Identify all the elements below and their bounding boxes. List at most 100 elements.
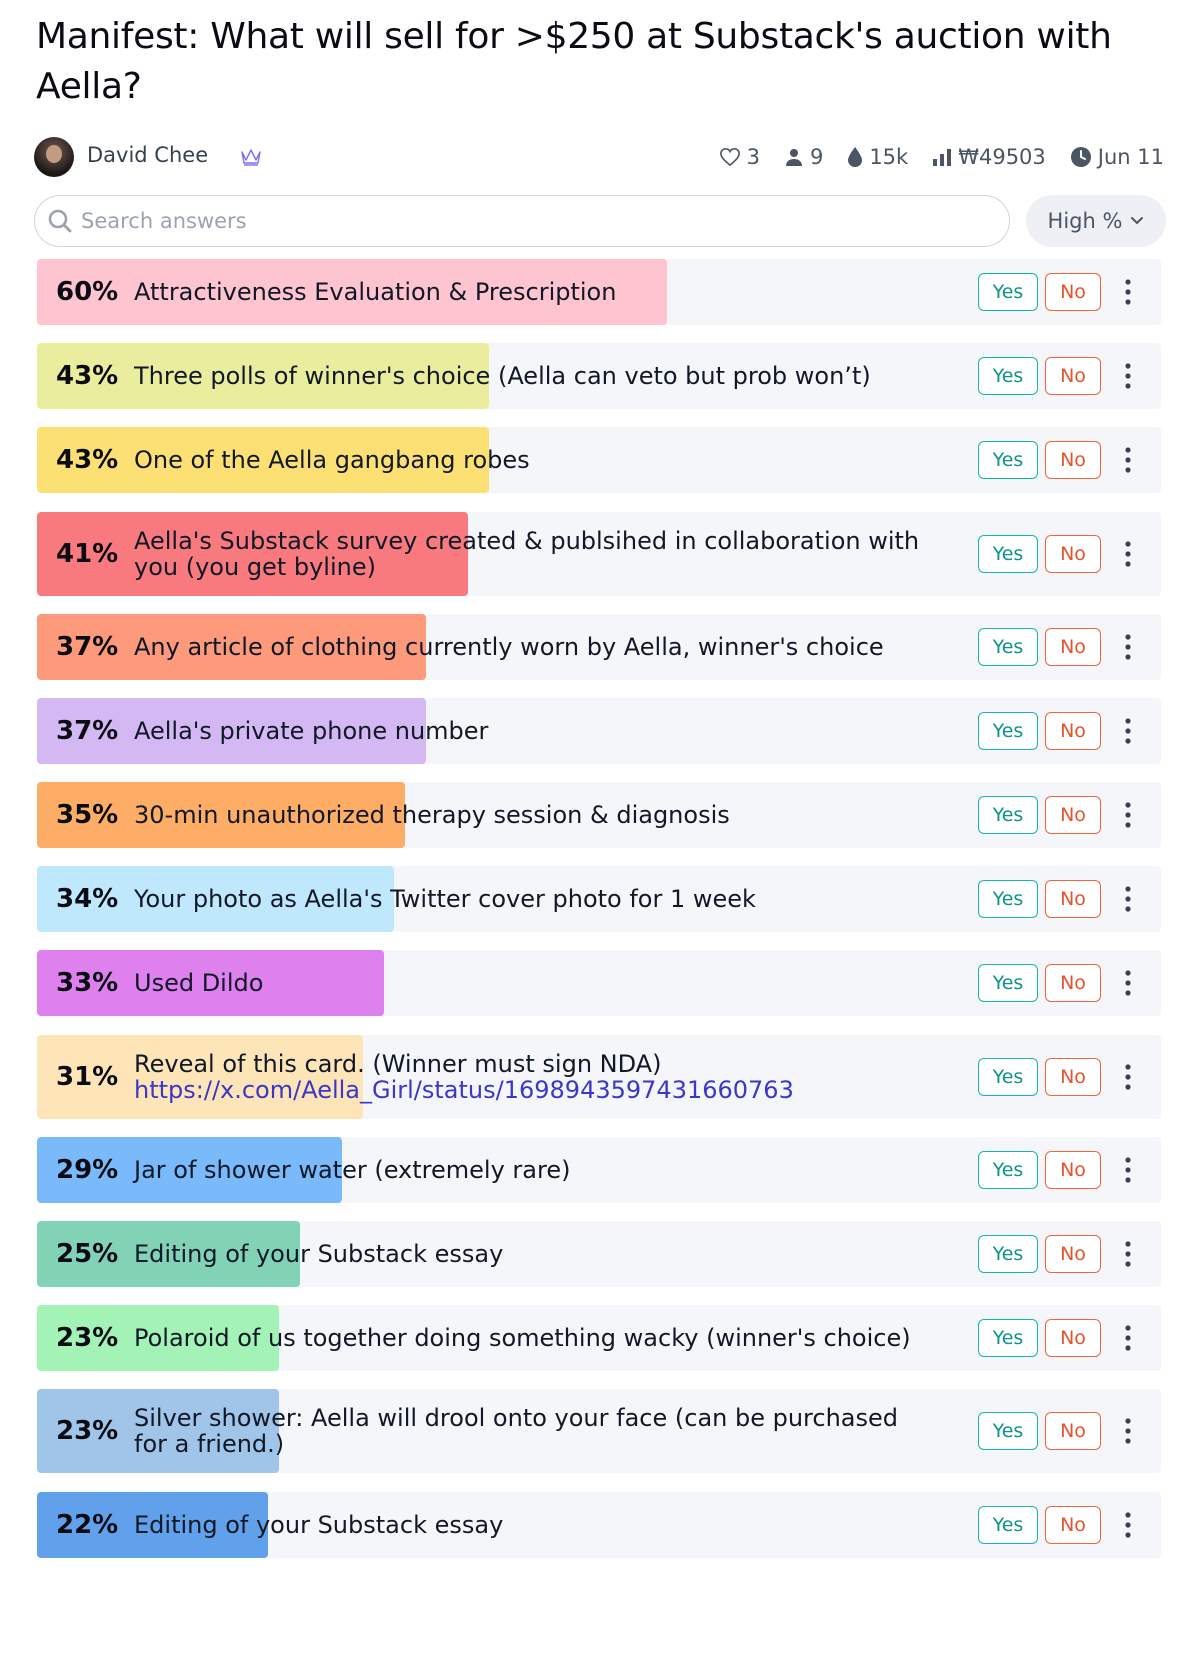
- probability-bar: [37, 343, 489, 409]
- answer-text: Aella's Substack survey created & publsi…: [134, 527, 920, 581]
- answer-probability: 60%: [56, 277, 119, 307]
- more-options-icon[interactable]: [1123, 361, 1133, 391]
- yes-button[interactable]: Yes: [978, 1058, 1038, 1096]
- answer-probability: 33%: [56, 968, 119, 998]
- yes-button[interactable]: Yes: [978, 273, 1038, 311]
- answer-text-block: Your photo as Aella's Twitter cover phot…: [134, 866, 931, 932]
- no-button[interactable]: No: [1045, 796, 1101, 834]
- probability-bar: [37, 866, 394, 932]
- chevron-down-icon: [1131, 217, 1144, 225]
- answer-row[interactable]: 22% Editing of your Substack essay Yes No: [37, 1492, 1161, 1558]
- probability-bar: [37, 782, 405, 848]
- more-options-icon[interactable]: [1123, 716, 1133, 746]
- no-button[interactable]: No: [1045, 628, 1101, 666]
- avatar[interactable]: [34, 137, 74, 177]
- answer-text-block: Editing of your Substack essay: [134, 1221, 931, 1287]
- no-button[interactable]: No: [1045, 1506, 1101, 1544]
- traders-count: 9: [809, 145, 824, 169]
- no-button[interactable]: No: [1045, 1319, 1101, 1357]
- probability-bar: [37, 427, 489, 493]
- yes-button[interactable]: Yes: [978, 964, 1038, 1002]
- probability-bar: [37, 1137, 342, 1203]
- no-button[interactable]: No: [1045, 964, 1101, 1002]
- answer-probability: 43%: [56, 445, 119, 475]
- sort-label: High %: [1047, 209, 1123, 233]
- traders-stat: 9: [784, 145, 823, 169]
- answer-probability: 31%: [56, 1062, 119, 1092]
- answer-text: Polaroid of us together doing something …: [134, 1324, 911, 1352]
- search-input[interactable]: [81, 209, 981, 233]
- no-button[interactable]: No: [1045, 712, 1101, 750]
- yes-button[interactable]: Yes: [978, 1412, 1038, 1450]
- no-button[interactable]: No: [1045, 535, 1101, 573]
- answer-row[interactable]: 37% Aella's private phone number Yes No: [37, 698, 1161, 764]
- no-button[interactable]: No: [1045, 880, 1101, 918]
- more-options-icon[interactable]: [1123, 277, 1133, 307]
- answer-row[interactable]: 33% Used Dildo Yes No: [37, 950, 1161, 1016]
- yes-button[interactable]: Yes: [978, 441, 1038, 479]
- answer-row[interactable]: 23% Polaroid of us together doing somethi…: [37, 1305, 1161, 1371]
- yes-button[interactable]: Yes: [978, 712, 1038, 750]
- more-options-icon[interactable]: [1123, 1062, 1133, 1092]
- yes-button[interactable]: Yes: [978, 1319, 1038, 1357]
- answer-link[interactable]: https://x.com/Aella_Girl/status/16989435…: [134, 1076, 794, 1104]
- sort-dropdown[interactable]: High %: [1026, 195, 1166, 247]
- answer-row[interactable]: 29% Jar of shower water (extremely rare) Y…: [37, 1137, 1161, 1203]
- answer-text-block: Aella's private phone number: [134, 698, 931, 764]
- answer-row[interactable]: 43% Three polls of winner's choice (Aella…: [37, 343, 1161, 409]
- answer-text: 30-min unauthorized therapy session & di…: [134, 801, 730, 829]
- yes-button[interactable]: Yes: [978, 796, 1038, 834]
- likes-stat[interactable]: 3: [719, 145, 760, 169]
- yes-button[interactable]: Yes: [978, 357, 1038, 395]
- no-button[interactable]: No: [1045, 1058, 1101, 1096]
- no-button[interactable]: No: [1045, 357, 1101, 395]
- answer-text-block: 30-min unauthorized therapy session & di…: [134, 782, 931, 848]
- more-options-icon[interactable]: [1123, 1155, 1133, 1185]
- answer-text-block: One of the Aella gangbang robes: [134, 427, 931, 493]
- volume-count: 15k: [869, 145, 909, 169]
- answer-text: Used Dildo: [134, 969, 264, 997]
- yes-button[interactable]: Yes: [978, 1506, 1038, 1544]
- yes-button[interactable]: Yes: [978, 535, 1038, 573]
- no-button[interactable]: No: [1045, 441, 1101, 479]
- more-options-icon[interactable]: [1123, 968, 1133, 998]
- more-options-icon[interactable]: [1123, 445, 1133, 475]
- more-options-icon[interactable]: [1123, 800, 1133, 830]
- no-button[interactable]: No: [1045, 273, 1101, 311]
- probability-bar: [37, 614, 426, 680]
- no-button[interactable]: No: [1045, 1151, 1101, 1189]
- answer-text: Three polls of winner's choice (Aella ca…: [134, 362, 871, 390]
- answer-text: Editing of your Substack essay: [134, 1511, 504, 1539]
- answer-row[interactable]: 25% Editing of your Substack essay Yes No: [37, 1221, 1161, 1287]
- no-button[interactable]: No: [1045, 1412, 1101, 1450]
- more-options-icon[interactable]: [1123, 1323, 1133, 1353]
- probability-bar: [37, 259, 667, 325]
- more-options-icon[interactable]: [1123, 1510, 1133, 1540]
- yes-button[interactable]: Yes: [978, 1151, 1038, 1189]
- answer-row[interactable]: 37% Any article of clothing currently wor…: [37, 614, 1161, 680]
- search-bar[interactable]: [34, 195, 1010, 247]
- answer-probability: 22%: [56, 1510, 119, 1540]
- more-options-icon[interactable]: [1123, 1239, 1133, 1269]
- answer-row[interactable]: 34% Your photo as Aella's Twitter cover p…: [37, 866, 1161, 932]
- more-options-icon[interactable]: [1123, 884, 1133, 914]
- answer-probability: 37%: [56, 716, 119, 746]
- author-name[interactable]: David Chee: [87, 143, 209, 167]
- pool-amount: ₩49503: [958, 145, 1046, 169]
- yes-button[interactable]: Yes: [978, 628, 1038, 666]
- more-options-icon[interactable]: [1123, 632, 1133, 662]
- no-button[interactable]: No: [1045, 1235, 1101, 1273]
- answer-text-block: Silver shower: Aella will drool onto you…: [134, 1389, 931, 1473]
- answer-row[interactable]: 31% Reveal of this card. (Winner must sig…: [37, 1035, 1161, 1119]
- answer-row[interactable]: 35% 30-min unauthorized therapy session &…: [37, 782, 1161, 848]
- answer-row[interactable]: 60% Attractiveness Evaluation & Prescript…: [37, 259, 1161, 325]
- more-options-icon[interactable]: [1123, 539, 1133, 569]
- yes-button[interactable]: Yes: [978, 880, 1038, 918]
- more-options-icon[interactable]: [1123, 1416, 1133, 1446]
- volume-stat: 15k: [847, 145, 908, 169]
- yes-button[interactable]: Yes: [978, 1235, 1038, 1273]
- answer-text-block: Three polls of winner's choice (Aella ca…: [134, 343, 931, 409]
- answer-row[interactable]: 43% One of the Aella gangbang robes Yes No: [37, 427, 1161, 493]
- answer-row[interactable]: 41% Aella's Substack survey created & pub…: [37, 512, 1161, 596]
- answer-row[interactable]: 23% Silver shower: Aella will drool onto …: [37, 1389, 1161, 1473]
